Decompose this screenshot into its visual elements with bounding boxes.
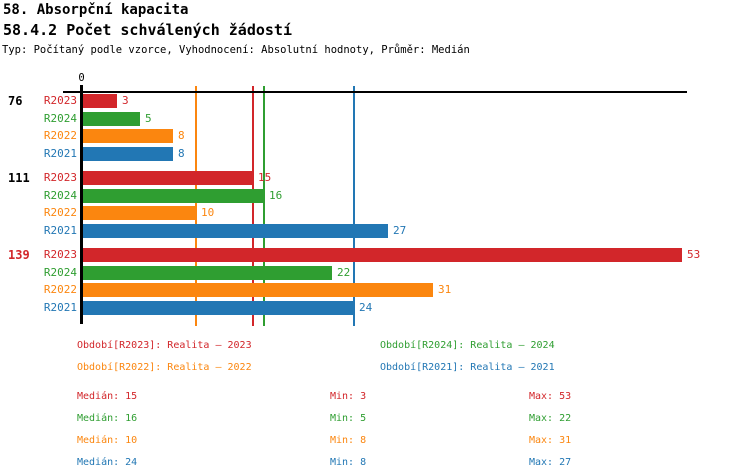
group-label: 139 xyxy=(8,248,30,262)
bar-value-label: 22 xyxy=(337,265,351,279)
bar-row-label-R2021: R2021 xyxy=(43,146,77,160)
stat-median-R2024: Medián: 16 xyxy=(77,413,138,424)
median-line-R2021 xyxy=(353,86,356,326)
stat-min-R2024: Min: 5 xyxy=(330,413,367,424)
bar-value-label: 10 xyxy=(201,206,215,219)
bar-value-label: 5 xyxy=(145,111,152,125)
legend-item-R2023: Období[R2023]: Realita – 2023 xyxy=(77,340,252,351)
bar-R2023 xyxy=(83,171,253,185)
bar-R2024 xyxy=(83,188,264,203)
bar-R2021 xyxy=(83,223,388,238)
bar-value-label: 15 xyxy=(258,171,272,184)
page-subtitle: 58.4.2 Počet schválených žádostí xyxy=(3,21,292,39)
bar-row-label-R2024: R2024 xyxy=(43,188,77,202)
chart-meta-line: Typ: Počítaný podle vzorce, Vyhodnocení:… xyxy=(2,44,470,56)
bar-value-label: 31 xyxy=(438,283,452,296)
bar-R2022 xyxy=(83,206,196,220)
legend-item-R2024: Období[R2024]: Realita – 2024 xyxy=(380,340,555,351)
bar-R2024 xyxy=(83,111,140,126)
bar-R2024 xyxy=(83,265,332,280)
bar-row-label-R2022: R2022 xyxy=(43,206,77,219)
stat-max-R2021: Max: 27 xyxy=(529,457,572,468)
bar-row-label-R2021: R2021 xyxy=(43,300,77,314)
group-label: 111 xyxy=(8,171,30,185)
stat-max-R2023: Max: 53 xyxy=(529,391,572,402)
bar-row-label-R2021: R2021 xyxy=(43,223,77,237)
bar-R2022 xyxy=(83,283,433,297)
stat-min-R2023: Min: 3 xyxy=(330,391,367,402)
bar-value-label: 8 xyxy=(178,129,185,142)
x-axis-origin-label: 0 xyxy=(78,72,85,84)
stat-max-R2022: Max: 31 xyxy=(529,435,572,446)
stat-min-R2021: Min: 8 xyxy=(330,457,367,468)
stat-median-R2021: Medián: 24 xyxy=(77,457,138,468)
bar-value-label: 53 xyxy=(687,248,701,261)
bar-value-label: 3 xyxy=(122,94,129,107)
bar-row-label-R2022: R2022 xyxy=(43,283,77,296)
bar-row-label-R2023: R2023 xyxy=(43,171,77,184)
bar-R2021 xyxy=(83,300,354,315)
y-axis-line xyxy=(80,85,83,324)
bar-R2023 xyxy=(83,94,117,108)
group-label: 76 xyxy=(8,94,23,108)
bar-R2023 xyxy=(83,248,682,262)
bar-row-label-R2022: R2022 xyxy=(43,129,77,142)
bar-R2022 xyxy=(83,129,173,143)
legend-item-R2022: Období[R2022]: Realita – 2022 xyxy=(77,362,252,373)
stat-median-R2023: Medián: 15 xyxy=(77,391,138,402)
bar-value-label: 27 xyxy=(393,223,407,237)
median-line-R2023 xyxy=(251,86,254,326)
bar-value-label: 24 xyxy=(359,300,373,314)
bar-row-label-R2023: R2023 xyxy=(43,248,77,261)
median-line-R2024 xyxy=(262,86,265,326)
page-title: 58. Absorpční kapacita xyxy=(3,2,189,18)
bar-value-label: 8 xyxy=(178,146,185,160)
median-line-R2022 xyxy=(195,86,197,326)
bar-row-label-R2024: R2024 xyxy=(43,265,77,279)
legend-item-R2021: Období[R2021]: Realita – 2021 xyxy=(380,362,555,373)
bar-R2021 xyxy=(83,146,173,161)
bar-value-label: 16 xyxy=(269,188,283,202)
stat-median-R2022: Medián: 10 xyxy=(77,435,138,446)
bar-row-label-R2023: R2023 xyxy=(43,94,77,107)
bar-row-label-R2024: R2024 xyxy=(43,111,77,125)
x-axis-line xyxy=(63,91,687,93)
stat-max-R2024: Max: 22 xyxy=(529,413,572,424)
stat-min-R2022: Min: 8 xyxy=(330,435,367,446)
